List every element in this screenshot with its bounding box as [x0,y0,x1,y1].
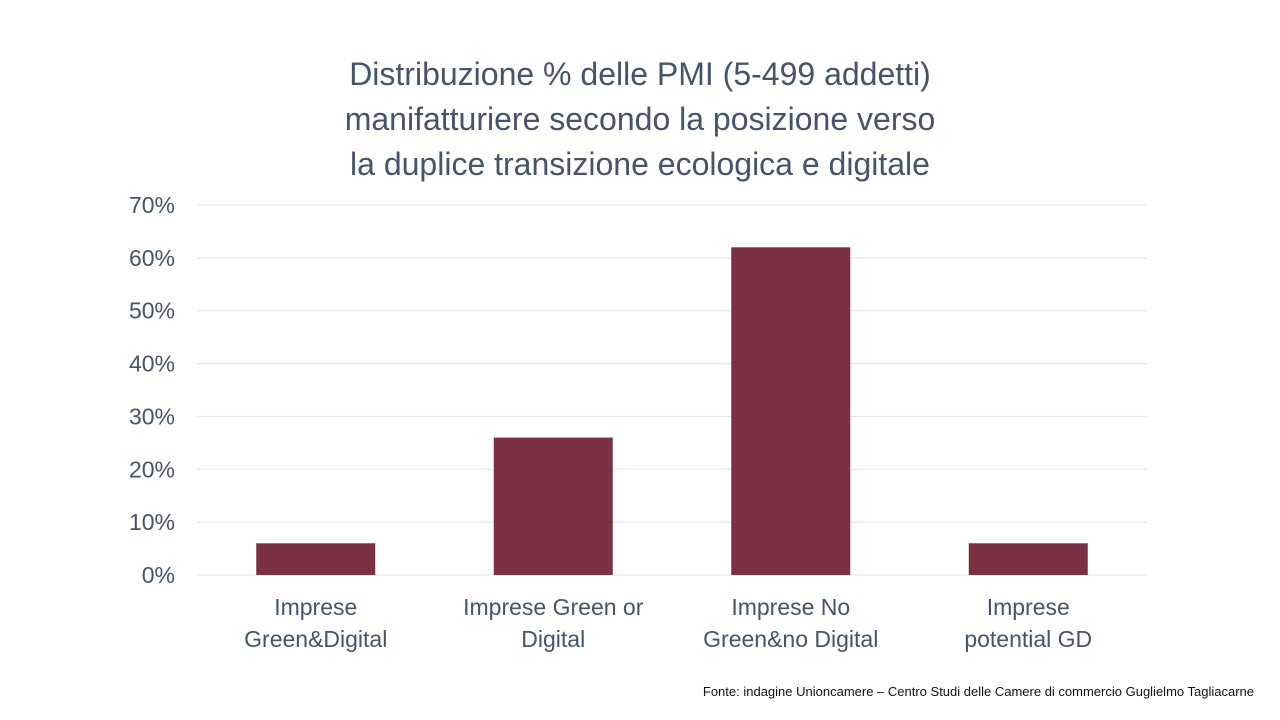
y-axis-ticks: 0% 10% 20% 30% 40% 50% 60% 70% [129,192,175,588]
y-tick-label: 70% [129,192,175,218]
category-label: potential GD [964,626,1092,652]
category-label: Imprese Green or [463,594,644,620]
y-tick-label: 60% [129,245,175,271]
grid-layer [197,204,1147,576]
y-tick-label: 40% [129,351,175,377]
category-label: Imprese [987,594,1070,620]
category-label: Imprese [274,594,357,620]
bar [493,437,613,575]
bar [256,543,376,575]
chart-title: Distribuzione % delle PMI (5-499 addetti… [240,52,1040,187]
chart-title-line-3: la duplice transizione ecologica e digit… [350,146,930,182]
y-tick-label: 0% [142,562,175,588]
chart-title-line-2: manifatturiere secondo la posizione vers… [344,101,936,137]
y-tick-label: 50% [129,298,175,324]
category-label: Imprese No [731,594,850,620]
source-note: Fonte: indagine Unioncamere – Centro Stu… [702,684,1254,699]
x-axis-labels: Imprese Green&Digital Imprese Green or Digi… [244,594,1092,652]
y-tick-label: 30% [129,403,175,429]
y-tick-label: 20% [129,456,175,482]
category-label: Green&Digital [244,626,387,652]
chart-title-line-1: Distribuzione % delle PMI (5-499 addetti… [349,56,931,92]
bar [731,247,851,576]
y-tick-label: 10% [129,509,175,535]
category-label: Digital [521,626,585,652]
bar [968,543,1088,575]
category-label: Green&no Digital [703,626,878,652]
bars [256,247,1088,576]
